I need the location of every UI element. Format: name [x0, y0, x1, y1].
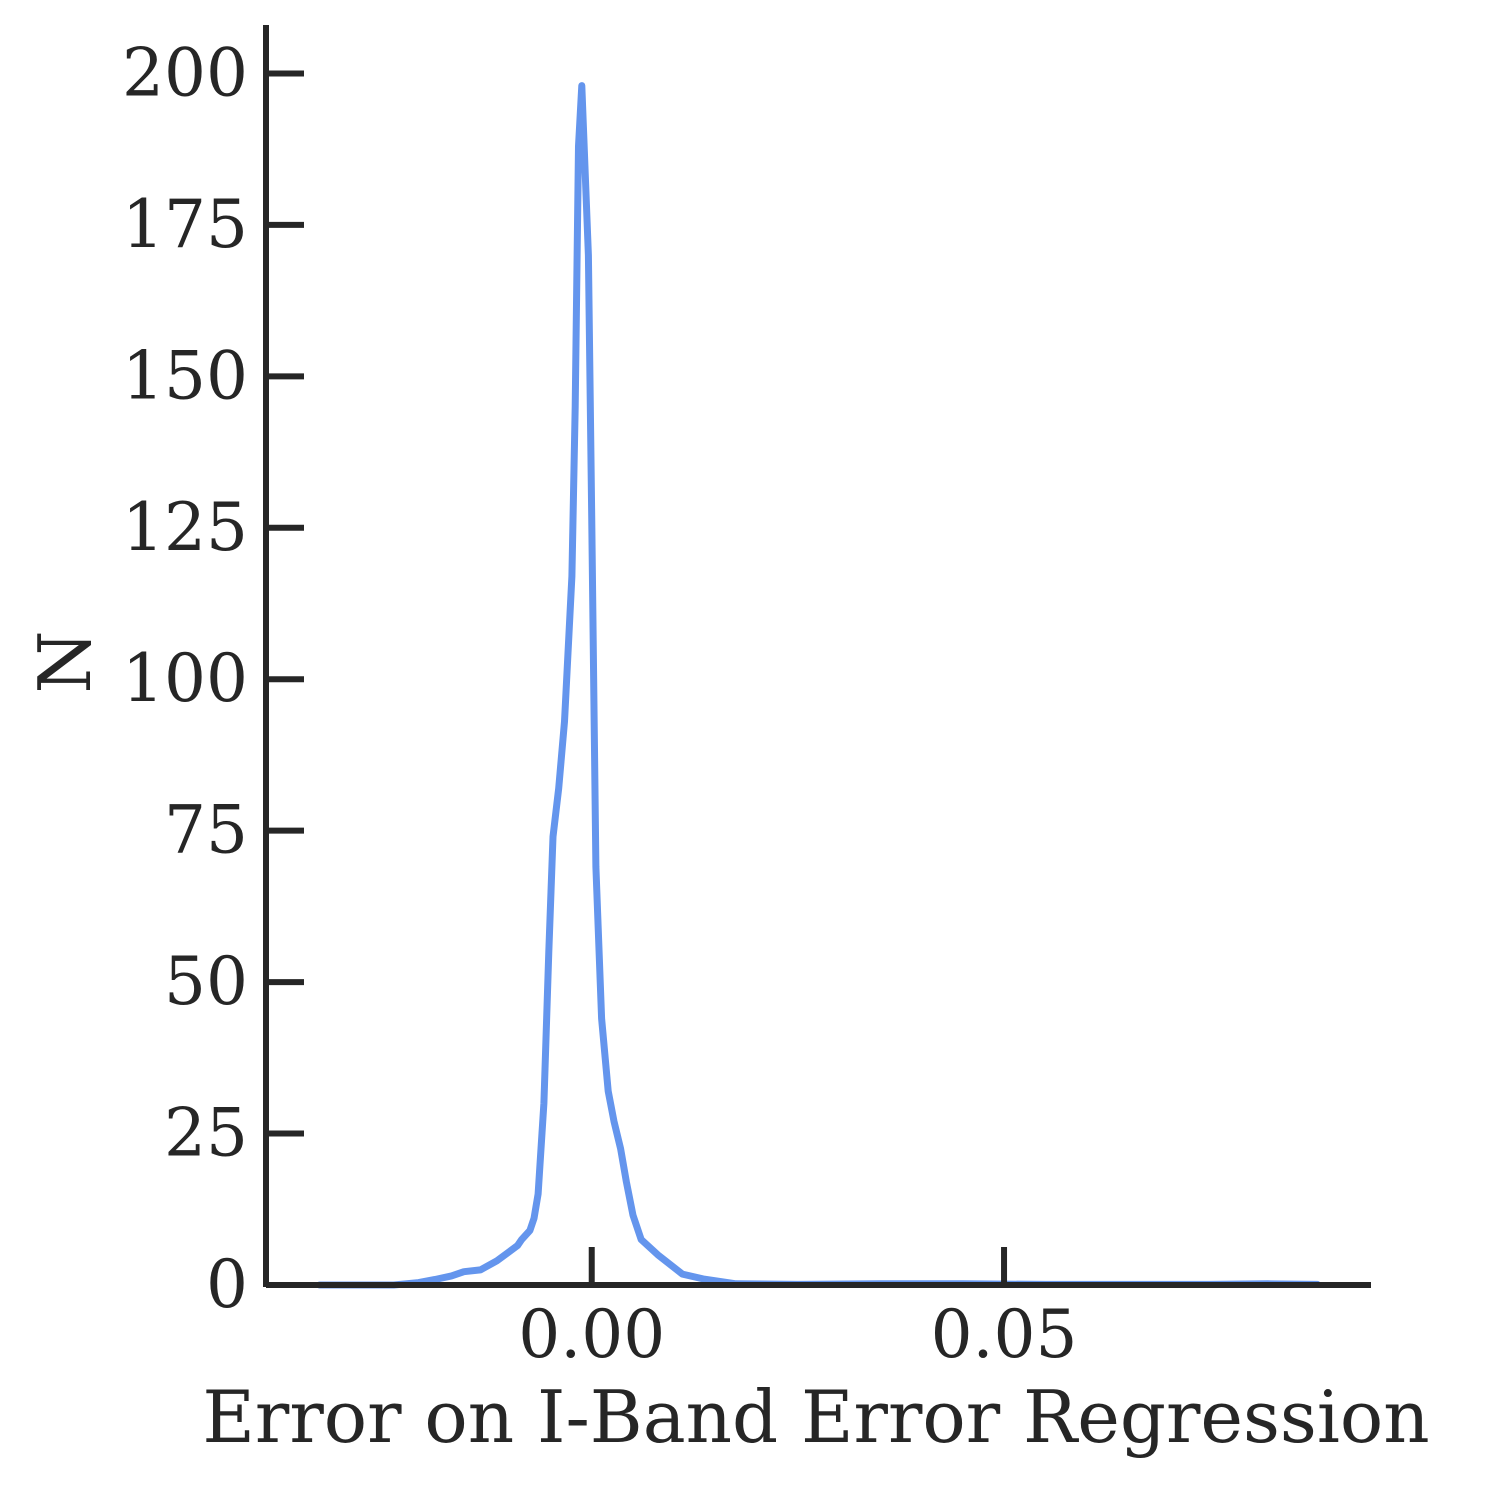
y-tick-label: 150	[122, 337, 248, 414]
y-tick-label: 75	[164, 792, 248, 869]
y-tick-label: 125	[122, 489, 248, 566]
y-tick-label: 0	[206, 1246, 248, 1323]
y-ticks: 0 25 50 75 100 125 150 175 200	[122, 34, 304, 1323]
x-axis-label: Error on I-Band Error Regression	[202, 1375, 1429, 1459]
y-tick-label: 25	[164, 1095, 248, 1172]
kde-line	[316, 82, 1321, 1289]
y-tick-label: 100	[122, 640, 248, 717]
y-tick-label: 50	[164, 943, 248, 1020]
x-tick-label: 0.05	[931, 1296, 1078, 1373]
x-tick-label: 0.00	[518, 1296, 665, 1373]
x-ticks: 0.00 0.05	[518, 1247, 1078, 1373]
y-tick-label: 175	[122, 186, 248, 263]
y-tick-label: 200	[122, 34, 248, 111]
y-axis-label: N	[23, 631, 107, 694]
